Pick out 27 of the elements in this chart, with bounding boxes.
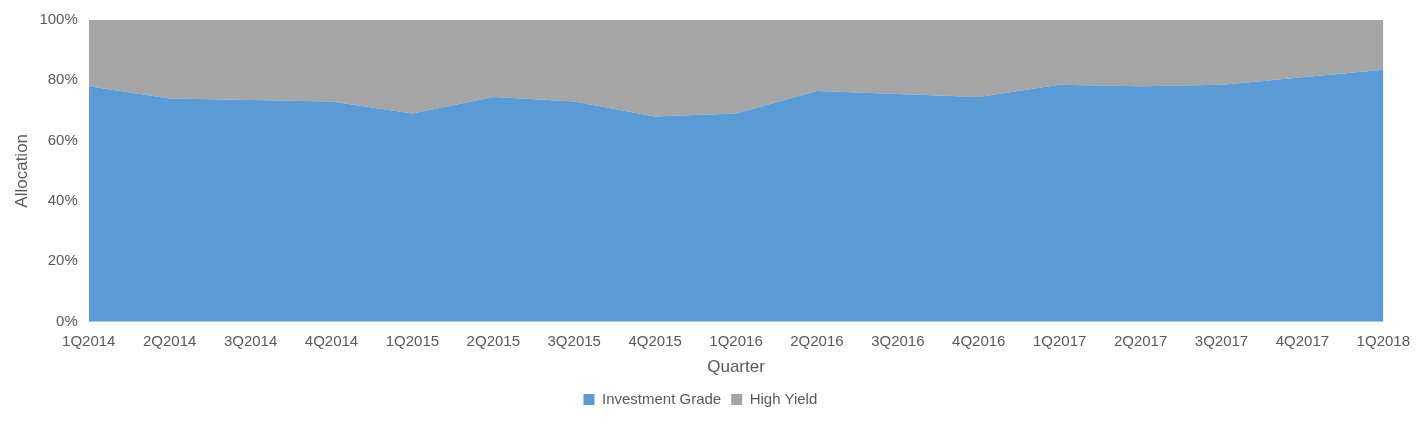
x-tick-label: 3Q2015: [547, 331, 601, 349]
y-tick-label: 60%: [47, 130, 78, 148]
x-tick-label: 1Q2017: [1032, 331, 1087, 349]
x-axis-title: Quarter: [707, 357, 766, 377]
legend-label: Investment Grade: [601, 389, 722, 407]
x-tick-label: 2Q2014: [142, 331, 197, 349]
x-tick-label: 4Q2014: [304, 331, 359, 349]
x-tick-label: 4Q2015: [628, 331, 682, 349]
legend-label: High Yield: [749, 389, 818, 407]
y-tick-label: 100%: [39, 10, 78, 28]
x-tick-label: 1Q2016: [709, 331, 763, 349]
x-tick-label: 2Q2017: [1113, 331, 1168, 349]
x-tick-label: 2Q2016: [790, 331, 844, 349]
x-tick-label: 4Q2017: [1275, 331, 1330, 349]
y-tick-label: 0%: [56, 311, 78, 329]
x-tick-label: 2Q2015: [466, 331, 521, 349]
x-tick-label: 1Q2015: [385, 331, 440, 349]
x-tick-label: 1Q2018: [1356, 331, 1411, 349]
y-tick-label: 20%: [47, 251, 78, 269]
y-tick-label: 80%: [47, 70, 78, 88]
y-axis-title: Allocation: [11, 133, 31, 208]
x-tick-label: 3Q2017: [1194, 331, 1249, 349]
x-tick-label: 1Q2014: [62, 331, 116, 349]
x-tick-label: 3Q2016: [871, 331, 925, 349]
y-tick-label: 40%: [47, 191, 78, 209]
x-tick-label: 4Q2016: [952, 331, 1006, 349]
x-tick-label: 3Q2014: [223, 331, 278, 349]
